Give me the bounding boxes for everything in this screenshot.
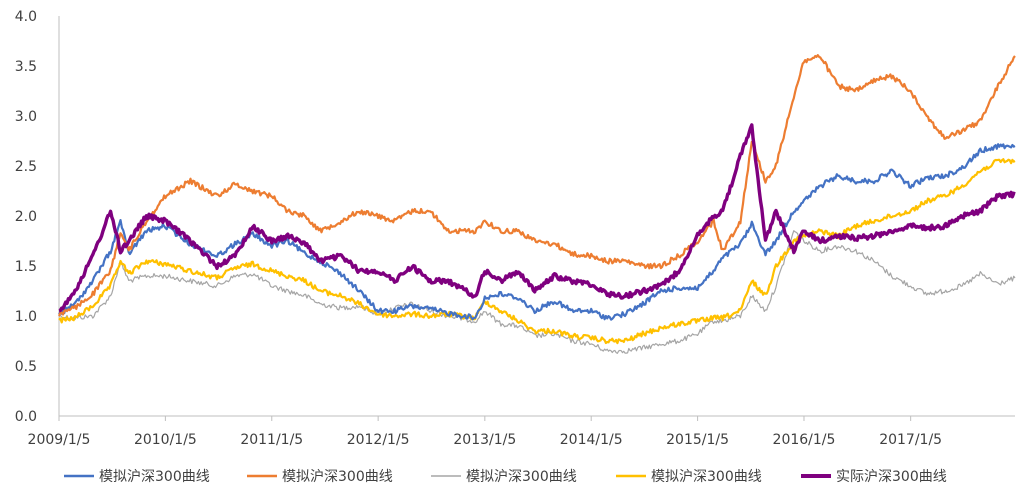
series-line-4 <box>58 158 1016 345</box>
x-tick-label: 2010/1/5 <box>134 432 197 448</box>
y-tick-label: 1.0 <box>15 309 37 325</box>
legend-label: 实际沪深300曲线 <box>836 469 947 485</box>
y-tick-label: 2.0 <box>15 209 37 225</box>
x-tick-label: 2013/1/5 <box>453 432 516 448</box>
series-line-1 <box>58 143 1016 321</box>
series-line-2 <box>57 53 1016 317</box>
legend-label: 模拟沪深300曲线 <box>282 469 393 485</box>
legend: 模拟沪深300曲线 模拟沪深300曲线 模拟沪深300曲线 模拟沪深300曲线 实际沪深… <box>64 469 947 485</box>
x-tick-label: 2015/1/5 <box>666 432 729 448</box>
series-lines <box>57 53 1016 354</box>
x-axis-tick-labels: 2009/1/5 2010/1/5 2011/1/5 2012/1/5 2013/1/5… <box>28 416 942 448</box>
x-tick-label: 2009/1/5 <box>28 432 91 448</box>
x-tick-label: 2014/1/5 <box>560 432 623 448</box>
y-tick-label: 4.0 <box>15 9 37 25</box>
y-tick-label: 3.5 <box>15 59 37 75</box>
x-tick-label: 2012/1/5 <box>347 432 410 448</box>
y-tick-label: 3.0 <box>15 109 37 125</box>
x-tick-label: 2016/1/5 <box>773 432 836 448</box>
y-tick-label: 0.5 <box>15 359 37 375</box>
series-line-5 <box>58 123 1016 313</box>
y-tick-label: 0.0 <box>15 409 37 425</box>
legend-label: 模拟沪深300曲线 <box>651 469 762 485</box>
x-tick-label: 2017/1/5 <box>879 432 942 448</box>
legend-label: 模拟沪深300曲线 <box>99 469 210 485</box>
y-tick-label: 2.5 <box>15 159 37 175</box>
legend-label: 模拟沪深300曲线 <box>466 469 577 485</box>
y-tick-label: 1.5 <box>15 259 37 275</box>
y-axis-tick-labels: 0.0 0.5 1.0 1.5 2.0 2.5 3.0 3.5 4.0 <box>15 9 37 425</box>
axes <box>58 16 1015 417</box>
series-line-3 <box>58 230 1016 354</box>
x-tick-label: 2011/1/5 <box>240 432 303 448</box>
